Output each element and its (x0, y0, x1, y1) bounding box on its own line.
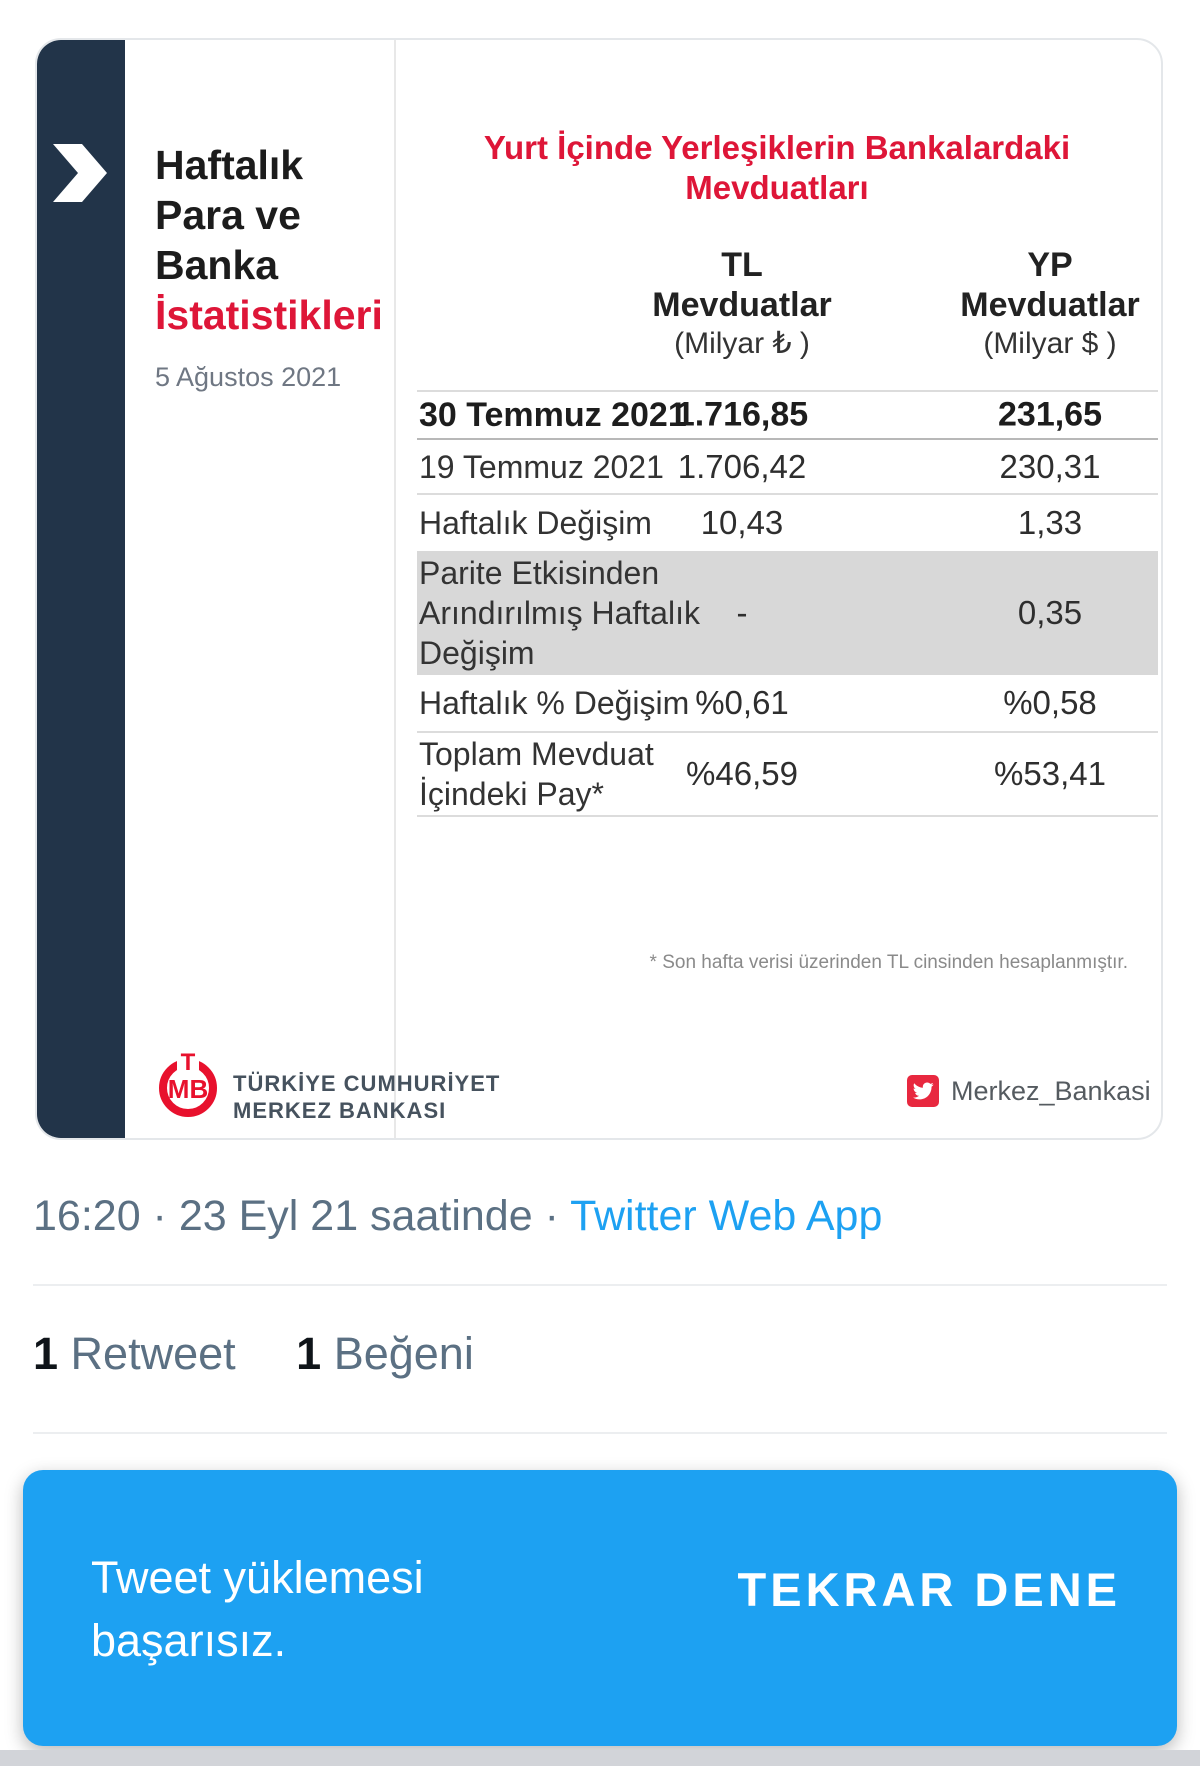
svg-text:T: T (181, 1052, 196, 1076)
table-row: 30 Temmuz 2021 1.716,85 231,65 (417, 390, 1158, 440)
column-header-text: YP (1027, 246, 1073, 284)
row-value-yp: 1,33 (1017, 504, 1083, 541)
tweet-source-link[interactable]: Twitter Web App (570, 1192, 883, 1240)
deposits-table: 30 Temmuz 2021 1.716,85 231,65 19 Temmuz… (417, 390, 1158, 817)
column-header-unit: (Milyar ₺ ) (674, 327, 810, 360)
report-date: 5 Ağustos 2021 (155, 362, 342, 392)
retweet-count: 1 (33, 1328, 59, 1379)
column-header-yp: YP Mevduatlar (Milyar $ ) (940, 245, 1160, 363)
tweet-stats: 1 Retweet 1 Beğeni (33, 1328, 522, 1380)
retry-button[interactable]: TEKRAR DENE (737, 1563, 1121, 1616)
divider (33, 1284, 1167, 1286)
row-value-tl: %0,61 (695, 684, 789, 721)
row-value-tl: 10,43 (700, 504, 784, 541)
report-title-line: Haftalık (155, 142, 304, 188)
table-title: Yurt İçinde Yerleşiklerin Bankalardaki M… (483, 129, 1071, 206)
column-header-text: Mevduatlar (652, 286, 832, 324)
row-value-yp: 230,31 (999, 447, 1101, 485)
row-value-yp: %53,41 (994, 755, 1106, 792)
bank-name-line: MERKEZ BANKASI (233, 1098, 447, 1123)
divider (33, 1432, 1167, 1434)
retweet-label: Retweet (70, 1328, 236, 1379)
table-row-highlighted: Parite Etkisinden Arındırılmış Haftalık … (417, 551, 1158, 675)
like-label: Beğeni (333, 1328, 474, 1379)
table-row: Haftalık Değişim 10,43 1,33 (417, 495, 1158, 551)
like-stat[interactable]: 1 Beğeni (296, 1328, 474, 1379)
report-title-line: Para ve (155, 192, 301, 238)
table-row: 19 Temmuz 2021 1.706,42 230,31 (417, 440, 1158, 495)
like-count: 1 (296, 1328, 322, 1379)
report-title-line: Banka (155, 242, 279, 288)
row-label: Toplam Mevduat İçindeki Pay* (419, 736, 654, 812)
tweet-image-card[interactable]: Haftalık Para ve Banka İstatistikleri 5 … (35, 38, 1163, 1140)
row-value-tl: 1.706,42 (677, 447, 807, 485)
row-value-tl: %46,59 (686, 755, 798, 792)
deposits-table-area: Yurt İçinde Yerleşiklerin Bankalardaki M… (417, 40, 1158, 1138)
row-label: 19 Temmuz 2021 (419, 448, 664, 485)
panel-divider (394, 40, 396, 1138)
bank-name-line: TÜRKİYE CUMHURİYET (233, 1071, 501, 1096)
error-toast: Tweet yüklemesi başarısız. TEKRAR DENE (23, 1470, 1177, 1746)
row-value-tl: - (736, 594, 748, 631)
row-label: 30 Temmuz 2021 (419, 396, 687, 434)
svg-text:MB: MB (168, 1074, 208, 1104)
bank-name: TÜRKİYE CUMHURİYET MERKEZ BANKASI (233, 1070, 500, 1124)
twitter-bird-icon (907, 1075, 939, 1107)
row-value-yp: 231,65 (998, 395, 1102, 434)
chevron-right-icon (53, 144, 107, 202)
bottom-strip (0, 1750, 1200, 1766)
table-row: Toplam Mevduat İçindeki Pay* %46,59 %53,… (417, 733, 1158, 817)
toast-message: Tweet yüklemesi başarısız. (91, 1552, 424, 1666)
column-header-text: Mevduatlar (960, 286, 1140, 324)
tweet-timestamp: 16:20 · 23 Eyl 21 saatinde · Twitter Web… (33, 1192, 882, 1241)
twitter-handle: Merkez_Bankasi (951, 1076, 1151, 1106)
report-title-accent: İstatistikleri (155, 292, 383, 338)
column-header-unit: (Milyar $ ) (983, 327, 1117, 360)
column-header-tl: TL Mevduatlar (Milyar ₺ ) (632, 245, 852, 363)
row-value-tl: 1.716,85 (675, 395, 809, 434)
table-footnote: * Son hafta verisi üzerinden TL cinsinde… (649, 952, 1128, 973)
row-label: Parite Etkisinden Arındırılmış Haftalık … (419, 555, 700, 671)
row-value-yp: 0,35 (1017, 594, 1083, 631)
row-label: Haftalık % Değişim (419, 685, 690, 721)
table-column-headers: TL Mevduatlar (Milyar ₺ ) YP Mevduatlar … (417, 245, 1158, 385)
timestamp-text: 16:20 · 23 Eyl 21 saatinde · (33, 1192, 559, 1240)
column-header-text: TL (721, 246, 763, 284)
table-row: Haftalık % Değişim %0,61 %0,58 (417, 675, 1158, 733)
row-value-yp: %0,58 (1003, 684, 1097, 721)
tcmb-logo: T MB (159, 1052, 217, 1117)
navy-sidebar (37, 40, 125, 1138)
report-title: Haftalık Para ve Banka İstatistikleri (155, 140, 383, 340)
retweet-stat[interactable]: 1 Retweet (33, 1328, 236, 1379)
row-label: Haftalık Değişim (419, 505, 652, 541)
